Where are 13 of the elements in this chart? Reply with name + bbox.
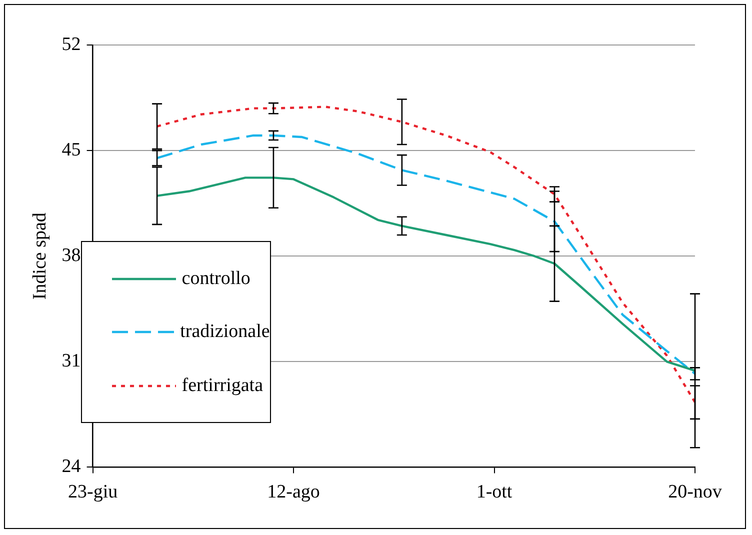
legend-label: fertirrigata [182, 374, 264, 396]
x-tick-label: 23-giu [68, 482, 118, 503]
y-tick-label: 31 [62, 350, 81, 372]
y-tick-label: 52 [62, 34, 81, 55]
legend-label: controllo [182, 268, 250, 290]
y-tick-label: 38 [62, 245, 81, 266]
x-tick-label: 1-ott [476, 482, 513, 503]
y-axis-title: Indice spad [29, 212, 50, 300]
legend-label: tradizionale [180, 321, 270, 344]
x-tick-label: 20-nov [668, 482, 722, 503]
y-tick-label: 45 [62, 140, 81, 161]
x-tick-label: 12-ago [267, 482, 320, 503]
y-tick-label: 24 [62, 456, 82, 478]
